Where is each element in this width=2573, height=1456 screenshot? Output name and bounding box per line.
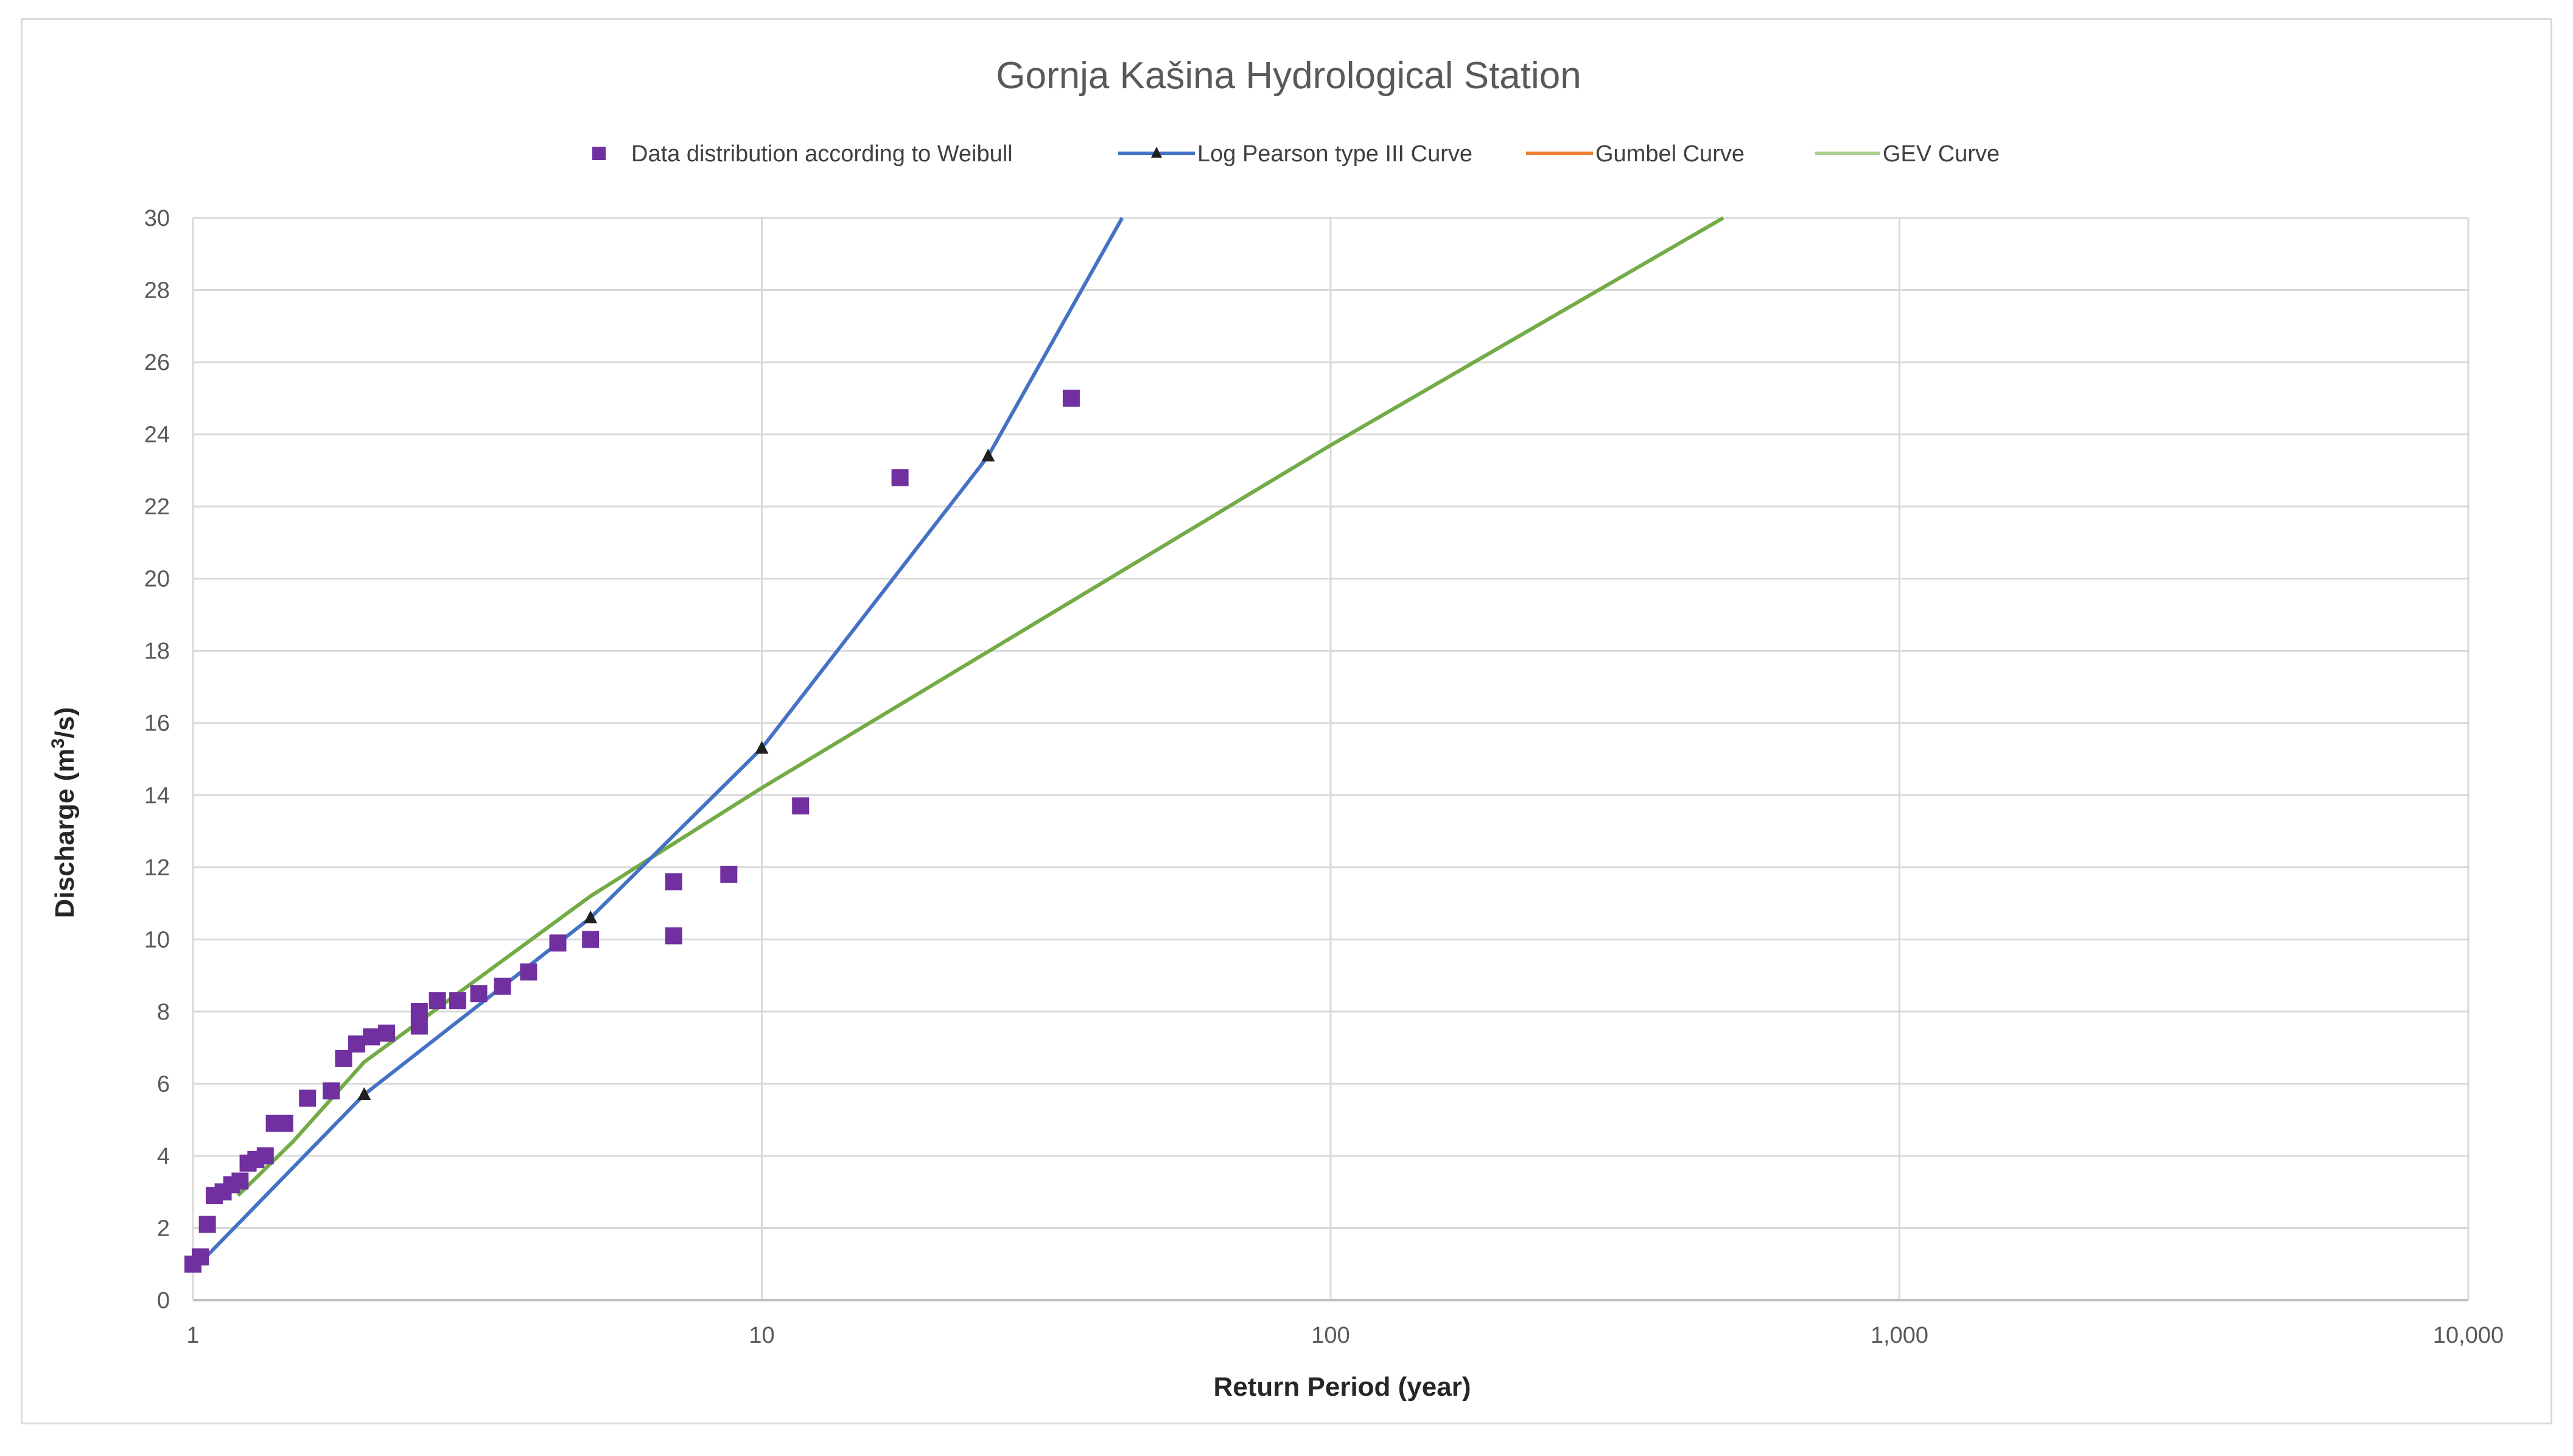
legend: Data distribution according to Weibull L… [592,141,2000,167]
weibull-point [323,1082,340,1100]
y-tick-label: 10 [144,927,170,953]
weibull-point [720,866,738,883]
log-pearson-type-iii-curve-line [194,217,1124,1269]
weibull-point [363,1028,380,1046]
legend-gumbel-label: Gumbel Curve [1595,141,1745,167]
y-tick-label: 24 [144,422,170,448]
y-axis-title: Discharge (m3/s) [48,707,80,919]
gridlines [192,217,2470,1300]
weibull-point [231,1172,249,1190]
x-tick-label: 100 [1311,1323,1350,1348]
legend-item-gev: GEV Curve [1815,141,2000,167]
weibull-point [470,985,488,1003]
legend-log-pearson-marker [1151,147,1162,158]
gumbel-curve-line [236,216,1724,1197]
x-tick-label: 10 [749,1323,774,1348]
weibull-point [299,1090,317,1107]
weibull-point [410,1003,428,1020]
y-tick-label: 20 [144,567,170,592]
y-tick-label: 22 [144,494,170,520]
log-pearson-marker [981,449,995,462]
weibull-point [665,927,682,945]
chart-frame: Gornja Kašina Hydrological Station Data … [21,18,2552,1424]
series-lines [194,216,1724,1269]
legend-item-gumbel: Gumbel Curve [1526,141,1745,167]
chart-title: Gornja Kašina Hydrological Station [996,55,1581,97]
series-markers [184,390,1080,1273]
log-pearson-marker [755,741,769,754]
legend-item-log-pearson: Log Pearson type III Curve [1118,141,1472,167]
y-tick-label: 28 [144,278,170,304]
weibull-point [276,1115,293,1132]
weibull-point [429,992,446,1010]
weibull-point [891,469,909,486]
weibull-point [665,873,682,891]
y-axis-title-pre: Discharge (m [50,749,80,919]
legend-weibull-marker [592,147,606,160]
x-axis-title: Return Period (year) [1214,1372,1471,1402]
weibull-point [449,992,466,1010]
weibull-point [410,1017,428,1035]
y-tick-label: 30 [144,206,170,231]
y-tick-label: 8 [157,999,170,1025]
weibull-point [191,1248,209,1265]
weibull-point [1062,390,1080,407]
weibull-point [256,1147,274,1164]
gev-curve-line [236,216,1724,1197]
weibull-point [582,931,600,948]
y-tick-label: 26 [144,350,170,376]
y-tick-label: 16 [144,711,170,737]
weibull-point [335,1049,352,1067]
y-tick-label: 14 [144,783,170,808]
y-tick-label: 4 [157,1144,170,1169]
weibull-point [198,1216,216,1233]
x-tick-label: 10,000 [2433,1323,2504,1348]
y-axis-title-sup: 3 [48,738,68,749]
weibull-point [792,797,810,815]
y-tick-label: 0 [157,1288,170,1314]
y-tick-label: 6 [157,1071,170,1097]
x-tick-label: 1,000 [1871,1323,1928,1348]
weibull-point [549,934,567,952]
legend-gev-label: GEV Curve [1883,141,2000,167]
chart-svg: Gornja Kašina Hydrological Station Data … [48,55,2504,1402]
legend-weibull-label: Data distribution according to Weibull [631,141,1013,167]
legend-item-weibull: Data distribution according to Weibull [592,141,1013,167]
weibull-point [494,978,511,995]
log-pearson-marker [584,910,598,923]
x-tick-label: 1 [186,1323,199,1348]
x-tick-labels: 1 10 100 1,000 10,000 [186,1323,2504,1348]
y-tick-label: 18 [144,639,170,664]
log-pearson-marker [357,1087,371,1101]
weibull-point [348,1035,365,1053]
y-axis-title-post: /s) [50,707,80,738]
weibull-point [378,1024,396,1042]
legend-log-pearson-label: Log Pearson type III Curve [1197,141,1472,167]
weibull-point [520,963,537,981]
y-tick-label: 2 [157,1216,170,1241]
y-tick-label: 12 [144,855,170,881]
axes [192,218,2468,1301]
